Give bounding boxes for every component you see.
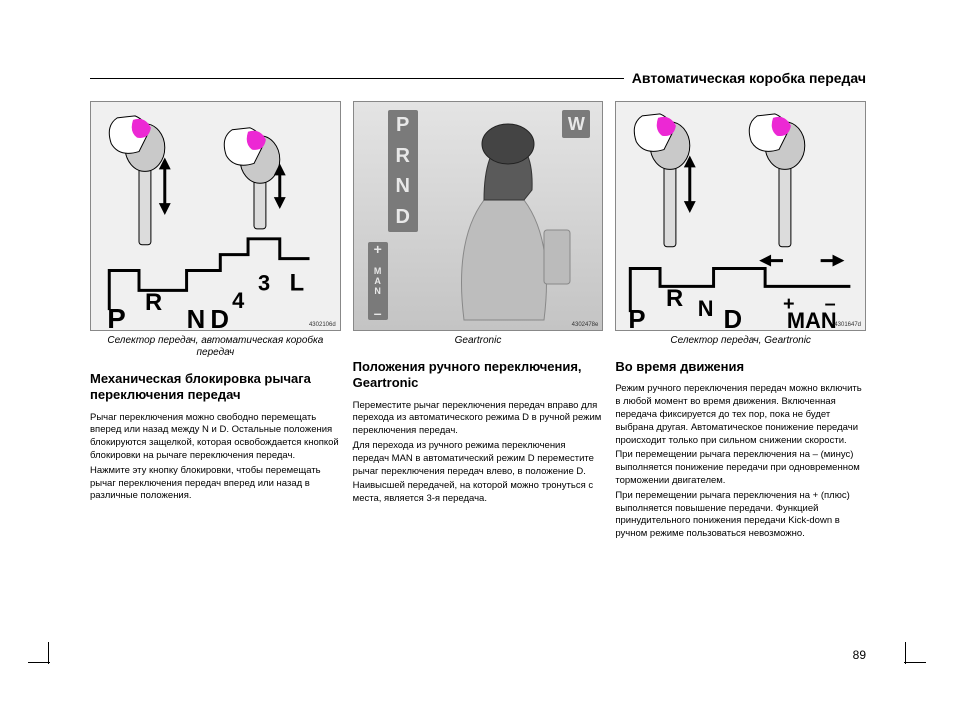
- label-R: R: [145, 289, 162, 316]
- svg-text:D: D: [724, 306, 743, 330]
- para: Нажмите эту кнопку блокировки, чтобы пер…: [90, 465, 341, 503]
- figure-2: P R N D + M A N – W: [353, 101, 604, 331]
- para: Рычаг переключения можно свободно переме…: [90, 412, 341, 463]
- figure-id: 4302478e: [572, 322, 599, 328]
- label-D: D: [210, 306, 229, 330]
- man-indicator: + M A N –: [368, 242, 388, 320]
- svg-text:–: –: [825, 293, 836, 315]
- svg-text:N: N: [698, 296, 714, 321]
- figure-2-caption: Geartronic: [353, 335, 604, 347]
- column-1: P R N D 4 3 L 4302106d Селектор передач,…: [90, 101, 341, 543]
- para: Режим ручного переключения передач можно…: [615, 383, 866, 447]
- figure-3-caption: Селектор передач, Geartronic: [615, 335, 866, 347]
- figure-id: 4302106d: [309, 322, 336, 328]
- section-title-1: Механическая блокировка рычага переключе…: [90, 371, 341, 404]
- gear-D: D: [395, 207, 409, 227]
- body-text-3: Режим ручного переключения передач можно…: [615, 383, 866, 541]
- label-L: L: [290, 269, 305, 296]
- para: Для перехода из ручного режима переключе…: [353, 440, 604, 478]
- svg-text:R: R: [666, 285, 683, 312]
- label-3: 3: [258, 270, 270, 295]
- figure-id: 4301647d: [834, 322, 861, 328]
- figure-3: P R N D MAN + – 4301647d: [615, 101, 866, 331]
- para: При перемещении рычага переключения на –…: [615, 449, 866, 487]
- label-N: N: [187, 306, 206, 330]
- gear-R: R: [395, 146, 409, 166]
- para: Наивысшей передачей, на которой можно тр…: [353, 480, 604, 506]
- header-rule: Автоматическая коробка передач: [90, 78, 866, 79]
- body-text-2: Переместите рычаг переключения передач в…: [353, 400, 604, 507]
- prnd-indicator: P R N D: [388, 110, 418, 232]
- page-number: 89: [853, 648, 866, 662]
- label-4: 4: [232, 288, 244, 313]
- svg-text:P: P: [629, 306, 646, 330]
- man-plus: +: [374, 242, 382, 256]
- figure-1: P R N D 4 3 L 4302106d: [90, 101, 341, 331]
- page-section-title: Автоматическая коробка передач: [624, 70, 866, 86]
- label-P: P: [107, 303, 126, 330]
- svg-text:+: +: [783, 293, 795, 315]
- para: Переместите рычаг переключения передач в…: [353, 400, 604, 438]
- body-text-1: Рычаг переключения можно свободно переме…: [90, 412, 341, 504]
- gear-N: N: [395, 176, 409, 196]
- figure-1-caption: Селектор передач, автоматическая коробка…: [90, 335, 341, 359]
- column-3: P R N D MAN + – 4301647d Селектор переда…: [615, 101, 866, 543]
- columns: P R N D 4 3 L 4302106d Селектор передач,…: [90, 101, 866, 543]
- para: При перемещении рычага переключения на +…: [615, 490, 866, 541]
- column-2: P R N D + M A N – W: [353, 101, 604, 543]
- gear-P: P: [396, 115, 409, 135]
- crop-mark: [28, 642, 68, 682]
- man-minus: –: [374, 306, 382, 320]
- crop-mark: [886, 642, 926, 682]
- section-title-3: Во время движения: [615, 359, 866, 375]
- section-title-2: Положения ручного переключения, Geartron…: [353, 359, 604, 392]
